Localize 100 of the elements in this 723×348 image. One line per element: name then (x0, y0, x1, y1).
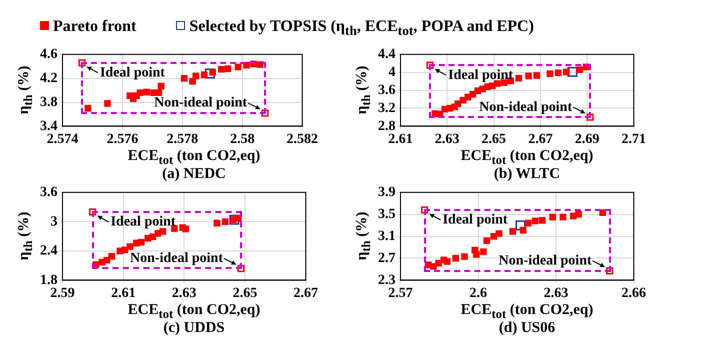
x-tick-label: 2.69 (574, 132, 600, 148)
text: (b) WLTC (492, 166, 562, 183)
point (192, 72, 200, 80)
point (138, 238, 145, 246)
point (421, 206, 428, 214)
point (532, 218, 539, 224)
x-tick-label: 2.63 (544, 286, 568, 302)
x-tick-label: 2.61 (111, 286, 136, 302)
point (160, 228, 166, 235)
point (533, 72, 540, 79)
x-tick-label: 2.63 (434, 132, 460, 148)
point (586, 114, 594, 121)
point (237, 264, 245, 272)
annotation: Ideal point (110, 214, 176, 230)
point (444, 258, 450, 265)
y-tick-label: 3.9 (378, 185, 396, 200)
x-tick-label: 2.63 (172, 286, 196, 302)
x-tick-label: 2.61 (388, 132, 413, 148)
y-tick-label: 4.6 (40, 47, 58, 62)
point (200, 71, 208, 78)
point (204, 68, 215, 79)
point (222, 218, 228, 225)
point (78, 59, 86, 66)
annotation: Ideal point (448, 68, 514, 83)
annotation: Non-ideal point (130, 251, 224, 266)
point (496, 230, 502, 237)
point (136, 89, 144, 96)
point (606, 267, 614, 274)
point (122, 246, 128, 254)
y-tick-label: 3.1 (378, 228, 396, 244)
point (524, 220, 532, 226)
point (108, 252, 116, 260)
point (563, 68, 570, 76)
point (567, 66, 578, 77)
point (234, 64, 242, 70)
x-tick-label: 2.66 (622, 286, 646, 302)
point (464, 94, 472, 100)
y-tick-label: 2.4 (40, 244, 58, 259)
point (214, 220, 220, 226)
y-tick-label: 3.5 (378, 206, 396, 222)
x-tick-label: 2.67 (294, 286, 318, 302)
x-axis-title: ECE$_{tot}$ (ton CO2,eq) (128, 302, 260, 321)
point (262, 109, 269, 117)
y-tick-label: 4.4 (378, 47, 396, 62)
point (516, 220, 526, 230)
point (560, 214, 566, 220)
y-tick-label: 4.2 (40, 70, 58, 86)
y-tick-label: 3.2 (378, 100, 396, 116)
point (546, 70, 554, 78)
x-tick-label: 2.58 (230, 132, 255, 148)
point (473, 251, 480, 258)
x-axis-title: ECE$_{tot}$ (ton CO2,eq) (460, 148, 594, 167)
point (483, 237, 490, 244)
y-tick-label: 1.8 (40, 272, 58, 288)
text: (d) US06 (498, 320, 556, 337)
x-tick-label: 2.578 (166, 132, 198, 148)
point (229, 214, 240, 225)
point (180, 75, 188, 82)
x-tick-label: 2.576 (106, 132, 138, 148)
x-tick-label: 2.6 (470, 286, 487, 302)
point (155, 89, 162, 96)
point (515, 74, 522, 82)
x-tick-label: 2.57 (388, 286, 413, 302)
y-tick-label: 3.6 (40, 185, 58, 200)
y-tick-label: 2.3 (378, 272, 396, 288)
y-tick-label: 2.8 (378, 118, 396, 134)
annotation: Ideal point (442, 212, 508, 228)
point (224, 65, 232, 72)
x-tick-label: 2.582 (286, 132, 318, 148)
point (549, 214, 556, 220)
annotation: Ideal point (100, 65, 166, 80)
x-tick-label: 2.574 (46, 132, 78, 148)
y-tick-label: 2.7 (378, 250, 396, 266)
x-tick-label: 2.65 (232, 286, 258, 302)
x-tick-label: 2.65 (482, 132, 506, 148)
annotation: Non-ideal point (154, 96, 248, 111)
point (182, 226, 189, 232)
point (480, 248, 487, 255)
x-tick-label: 2.59 (50, 286, 75, 302)
point (538, 217, 546, 224)
point (158, 82, 164, 90)
y-tick-label: 3.4 (40, 118, 58, 134)
point (509, 228, 516, 235)
y-tick-label: 3.6 (378, 82, 396, 98)
point (189, 78, 196, 85)
point (461, 253, 468, 260)
point (525, 72, 532, 80)
text: (c) UDDS (162, 320, 226, 337)
point (575, 211, 582, 218)
point (452, 254, 460, 262)
point (554, 69, 562, 76)
legend-label: Selected by TOPSIS (η$_{th}$, ECE$_{tot}$, POPA and EPC) (189, 18, 534, 38)
point (430, 263, 437, 270)
point (126, 243, 134, 250)
annotation: Non-ideal point (479, 100, 572, 115)
y-tick-label: 3 (50, 214, 58, 230)
point (104, 100, 111, 107)
point (576, 66, 583, 73)
x-axis-title: ECE$_{tot}$ (ton CO2,eq) (460, 302, 594, 321)
point (84, 104, 92, 112)
